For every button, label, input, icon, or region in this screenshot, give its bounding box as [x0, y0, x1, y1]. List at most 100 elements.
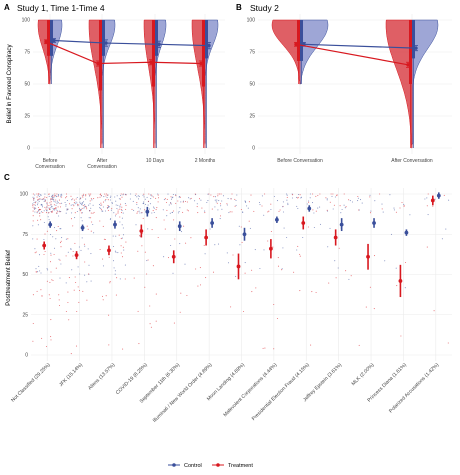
- panel-c-point-treatment-9: [333, 235, 338, 240]
- panel-a-point-treatment-0: [44, 40, 48, 44]
- panel-c-response-dot-8-12: [297, 207, 299, 210]
- panel-c-response-dot-2-35: [119, 216, 121, 218]
- panel-c-response-dot-7-12: [286, 236, 288, 239]
- panel-c-response-dot-2-52: [109, 199, 111, 201]
- panel-c-response-dot-2-101: [102, 201, 105, 203]
- panel-c-response-dot-3-71: [136, 202, 138, 204]
- panel-c-response-dot-0-26: [57, 194, 59, 197]
- panel-c-point-treatment-0: [42, 243, 47, 248]
- panel-c-response-dot-3-65: [144, 251, 146, 253]
- panel-c-response-dot-6-41: [250, 194, 252, 196]
- panel-c-response-dot-0-177: [45, 212, 48, 214]
- panel-c-response-dot-0-161: [59, 259, 61, 261]
- panel-c-response-dot-1-133: [93, 211, 95, 213]
- panel-a-point-control-1: [104, 41, 108, 45]
- panel-c-response-dot-0-153: [54, 208, 56, 210]
- panel-c-response-dot-1-15: [88, 193, 90, 195]
- panel-c-response-dot-1-81: [83, 243, 85, 245]
- panel-c-response-dot-7-11: [261, 205, 263, 207]
- panel-c-response-dot-11-3: [395, 211, 397, 213]
- panel-c-response-dot-4-5: [187, 210, 189, 212]
- panel-c-response-dot-2-43: [100, 209, 102, 211]
- panel-a-violin-treatment-1: [88, 19, 103, 149]
- panel-c-response-dot-3-36: [138, 195, 140, 197]
- panel-a-box-treatment-2: [152, 20, 155, 87]
- panel-c-response-dot-1-54: [70, 204, 72, 206]
- panel-c-response-dot-9-22: [343, 204, 345, 206]
- panel-c-response-dot-7-6: [263, 214, 265, 216]
- panel-c-response-dot-0-215: [48, 294, 50, 296]
- panel-c-response-dot-1-86: [84, 245, 86, 247]
- panel-c-response-dot-1-51: [76, 310, 78, 313]
- panel-c-response-dot-3-60: [132, 200, 134, 202]
- panel-c-x-tick-7: Malevolent Corporations (4.44%): [222, 362, 278, 418]
- panel-a-box-treatment-3: [202, 20, 205, 87]
- panel-c-response-dot-2-102: [121, 224, 123, 226]
- panel-c-response-dot-2-113: [115, 294, 117, 296]
- panel-c-response-dot-11-15: [400, 335, 402, 337]
- panel-c-x-tick-1: JFK (15.14%): [58, 362, 84, 388]
- panel-c-response-dot-1-71: [67, 301, 69, 304]
- panel-c-response-dot-6-16: [247, 207, 249, 209]
- panel-c-response-dot-5-25: [197, 212, 199, 214]
- panel-c-response-dot-3-7: [138, 343, 140, 345]
- panel-c-response-dot-0-170: [43, 221, 45, 224]
- panel-c-response-dot-2-73: [107, 199, 109, 201]
- panel-c-response-dot-1-6: [64, 201, 66, 204]
- panel-c-response-dot-5-37: [212, 271, 215, 273]
- panel-c-response-dot-6-18: [235, 275, 237, 277]
- panel-c-response-dot-3-72: [136, 196, 138, 198]
- panel-c-response-dot-4-36: [171, 211, 173, 213]
- panel-c-response-dot-2-32: [117, 204, 119, 206]
- panel-c-response-dot-3-16: [153, 207, 155, 209]
- panel-c-response-dot-11-9: [404, 261, 407, 264]
- panel-c-response-dot-5-2: [217, 209, 219, 211]
- panel-c-response-dot-12-13: [433, 310, 435, 312]
- panel-c-response-dot-8-11: [317, 194, 319, 197]
- panel-c-response-dot-1-7: [68, 203, 71, 205]
- panel-c-response-dot-6-43: [226, 203, 228, 205]
- panel-c-response-dot-5-26: [216, 199, 218, 201]
- panel-c-response-dot-2-39: [115, 213, 117, 215]
- panel-c-response-dot-10-9: [365, 306, 367, 308]
- panel-c-response-dot-9-29: [336, 195, 338, 197]
- panel-c-response-dot-2-40: [121, 237, 123, 239]
- panel-c-response-dot-10-14: [384, 260, 386, 262]
- panel-c-response-dot-6-12: [228, 212, 230, 214]
- panel-c-response-dot-0-48: [46, 268, 48, 270]
- panel-c-response-dot-11-8: [404, 287, 406, 289]
- panel-c-response-dot-0-107: [48, 212, 50, 214]
- panel-c-point-treatment-1: [74, 253, 79, 258]
- panel-c-response-dot-0-27: [54, 193, 56, 195]
- panel-c-response-dot-4-37: [182, 201, 184, 203]
- panel-c-response-dot-0-229: [36, 193, 38, 195]
- panel-c-response-dot-0-162: [37, 224, 39, 226]
- panel-c-response-dot-3-30: [137, 198, 140, 200]
- panel-c-response-dot-5-39: [219, 215, 222, 217]
- panel-c-response-dot-2-84: [109, 219, 111, 221]
- panel-c: C Posttreatment Belief 0 25 50 75 100 Not Cla…: [4, 173, 452, 424]
- panel-c-response-dot-0-171: [32, 294, 34, 296]
- panel-c-response-dot-1-59: [85, 195, 87, 197]
- panel-c-response-dot-2-120: [116, 195, 118, 197]
- panel-c-response-dot-4-18: [188, 197, 190, 199]
- panel-c-response-dot-3-26: [150, 198, 152, 200]
- panel-c-response-dot-0-220: [41, 204, 43, 206]
- panel-c-response-dot-6-17: [242, 310, 245, 313]
- panel-c-response-dot-3-8: [136, 203, 138, 205]
- panel-c-response-dot-1-1: [83, 204, 85, 207]
- panel-c-response-dot-1-117: [67, 238, 69, 240]
- panel-c-response-dot-6-24: [226, 204, 228, 206]
- panel-c-response-dot-0-113: [37, 219, 39, 221]
- panel-c-response-dot-0-189: [55, 212, 58, 214]
- panel-c-response-dot-1-22: [84, 204, 86, 206]
- panel-c-response-dot-7-31: [286, 196, 288, 198]
- panel-c-response-dot-10-15: [373, 255, 376, 257]
- panel-c-response-dot-0-135: [43, 198, 45, 200]
- panel-c-response-dot-7-33: [268, 210, 270, 212]
- panel-c-response-dot-9-20: [340, 212, 342, 214]
- panel-c-response-dot-0-41: [39, 197, 41, 199]
- panel-c-response-dot-1-69: [73, 289, 75, 291]
- panel-c-x-tick-0: Not Classified (29.25%): [10, 362, 52, 404]
- panel-c-response-dot-0-72: [60, 196, 62, 198]
